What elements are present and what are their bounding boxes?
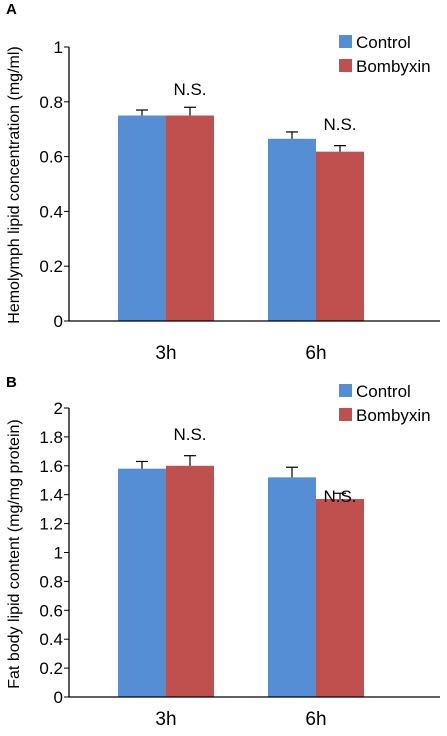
legend-swatch-control [339,35,352,48]
y-tick-label: 0 [54,312,63,331]
x-category-label: 6h [305,343,326,364]
y-tick-label: 1 [54,544,63,563]
y-axis-title-b: Fat body lipid content (mg/mg protein) [6,419,23,688]
x-category-label: 6h [305,709,326,730]
chart-panel-b: B Fat body lipid content (mg/mg protein)… [6,374,440,730]
legend-label: Control [356,33,411,52]
y-tick-label: 2 [54,399,63,418]
y-tick-label: 1.4 [39,486,63,505]
significance-label: N.S. [323,115,356,134]
legend-swatch-control [339,384,352,397]
y-tick-label: 0.4 [39,630,63,649]
y-tick-label: 0.8 [39,93,63,112]
y-tick-label: 1.8 [39,428,63,447]
bar-control-6h [268,477,316,697]
bar-control-3h [118,115,166,321]
bar-bombyxin-6h [316,151,364,321]
y-tick-label: 0 [54,688,63,707]
panel-letter-a: A [6,1,17,18]
bar-control-3h [118,468,166,697]
legend-swatch-bombyxin [339,59,352,72]
significance-label: N.S. [173,425,206,444]
bar-bombyxin-3h [166,465,214,697]
y-tick-label: 1.6 [39,457,63,476]
bar-bombyxin-6h [316,499,364,697]
legend-label: Bombyxin [356,57,431,76]
legend-label: Bombyxin [356,406,431,425]
x-category-label: 3h [155,709,176,730]
significance-label: N.S. [173,80,206,99]
bar-bombyxin-3h [166,115,214,321]
y-tick-label: 0.8 [39,572,63,591]
y-tick-label: 1.2 [39,515,63,534]
chart-panel-a: A Hemolymph lipid concentration (mg/ml) … [6,1,440,364]
legend-swatch-bombyxin [339,408,352,421]
y-tick-label: 1 [54,38,63,57]
y-tick-label: 0.6 [39,148,63,167]
bar-control-6h [268,138,316,321]
panel-letter-b: B [6,374,17,391]
y-tick-label: 0.4 [39,202,63,221]
y-tick-label: 0.2 [39,257,63,276]
legend-label: Control [356,382,411,401]
y-tick-label: 0.2 [39,659,63,678]
significance-label: N.S. [323,487,356,506]
y-axis-title-a: Hemolymph lipid concentration (mg/ml) [6,46,23,323]
y-tick-label: 0.6 [39,601,63,620]
x-category-label: 3h [155,343,176,364]
